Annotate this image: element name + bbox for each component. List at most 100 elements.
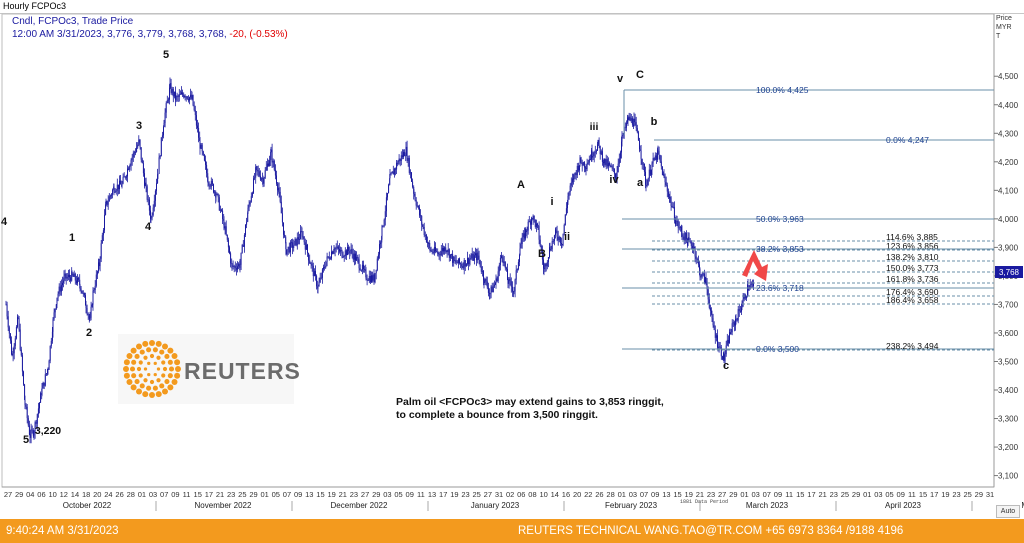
candle-body	[376, 258, 378, 270]
candle-body	[197, 125, 198, 128]
candle-body	[393, 168, 395, 175]
candle-body	[683, 236, 685, 241]
candle-body	[309, 263, 311, 264]
candle-body	[589, 159, 591, 160]
y-tick-label: 3,300	[998, 415, 1019, 424]
x-month-label: January 2023	[471, 501, 520, 510]
candle-body	[48, 360, 50, 370]
candle-body	[483, 280, 485, 284]
wave-label: 5	[23, 434, 29, 446]
candle-body	[164, 112, 166, 123]
candle-body	[309, 260, 311, 264]
candle-body	[255, 166, 257, 168]
candle-body	[423, 226, 425, 235]
candle-body	[105, 200, 107, 205]
candle-body	[660, 161, 662, 167]
logo-dot	[159, 383, 165, 389]
candle-body	[302, 236, 304, 238]
candle-body	[406, 146, 408, 161]
candle-body	[448, 249, 450, 258]
candle-body	[706, 281, 708, 290]
candle-body	[564, 214, 566, 225]
candle-body	[452, 254, 454, 263]
candle-body	[509, 278, 511, 282]
candle-body	[200, 144, 202, 149]
candle-body	[316, 275, 318, 287]
candle-body	[717, 347, 719, 349]
x-day-label: 19	[450, 490, 458, 499]
candle-body	[98, 262, 99, 272]
logo-dot	[175, 366, 181, 372]
candle-body	[529, 221, 531, 225]
candle-body	[183, 95, 185, 97]
candle-body	[30, 429, 32, 438]
fib-label: 0.0% 3,500	[756, 344, 799, 354]
candle-body	[753, 282, 754, 286]
candle-body	[94, 285, 96, 290]
candle-body	[526, 230, 528, 233]
candle-body	[612, 168, 614, 170]
candle-body	[538, 226, 540, 240]
ohlc-values: 12:00 AM 3/31/2023, 3,776, 3,779, 3,768,…	[12, 29, 227, 40]
candle-body	[79, 279, 81, 285]
candle-body	[629, 116, 631, 121]
candle-body	[224, 226, 226, 229]
candle-body	[39, 402, 40, 409]
candle-body	[364, 269, 366, 270]
candle-body	[384, 211, 386, 220]
fib-label: 186.4% 3,658	[886, 295, 939, 305]
x-day-label: 09	[897, 490, 905, 499]
candle-body	[461, 266, 463, 268]
candle-body	[251, 192, 253, 197]
candle-body	[379, 244, 380, 255]
candle-body	[389, 174, 391, 179]
candle-body	[641, 158, 643, 165]
candle-body	[389, 178, 391, 185]
candle-body	[26, 406, 28, 419]
candle-body	[523, 233, 525, 239]
auto-scale-button[interactable]: Auto	[996, 505, 1020, 518]
candle-body	[328, 256, 330, 259]
candle-body	[120, 180, 122, 185]
price-chart[interactable]: 3,1003,2003,3003,4003,5003,6003,7003,800…	[0, 0, 1024, 519]
candle-body	[562, 233, 564, 246]
candle-body	[147, 199, 149, 201]
candle-body	[475, 253, 476, 256]
candle-body	[216, 193, 218, 195]
candle-body	[597, 139, 599, 145]
candle-body	[98, 262, 100, 267]
candle-body	[395, 168, 396, 170]
candle-body	[661, 166, 663, 176]
candles	[5, 77, 754, 444]
candle-body	[617, 163, 619, 173]
candle-body	[719, 346, 721, 348]
candle-body	[721, 356, 723, 360]
candle-body	[67, 274, 69, 278]
y-tick-label: 3,200	[998, 443, 1019, 452]
candle-body	[714, 329, 716, 338]
candle-body	[317, 286, 319, 289]
candle-body	[729, 332, 731, 335]
logo-dot	[167, 373, 173, 379]
candle-body	[535, 223, 537, 227]
x-day-label: 01	[138, 490, 146, 499]
candle-body	[606, 159, 608, 167]
candle-body	[83, 293, 85, 296]
candle-body	[430, 250, 432, 252]
candle-body	[20, 349, 22, 356]
candle-body	[45, 373, 47, 375]
logo-dot	[162, 366, 168, 372]
candle-body	[121, 183, 123, 187]
candle-body	[64, 273, 66, 276]
candle-body	[12, 353, 14, 356]
candle-body	[154, 190, 156, 201]
candle-body	[323, 267, 324, 270]
candle-body	[17, 317, 19, 319]
candle-body	[274, 169, 276, 176]
candle-body	[175, 91, 176, 100]
candle-body	[534, 219, 536, 227]
candle-body	[146, 186, 148, 200]
candle-body	[123, 176, 125, 178]
candle-body	[140, 147, 142, 160]
y-tick-label: 3,600	[998, 329, 1019, 338]
